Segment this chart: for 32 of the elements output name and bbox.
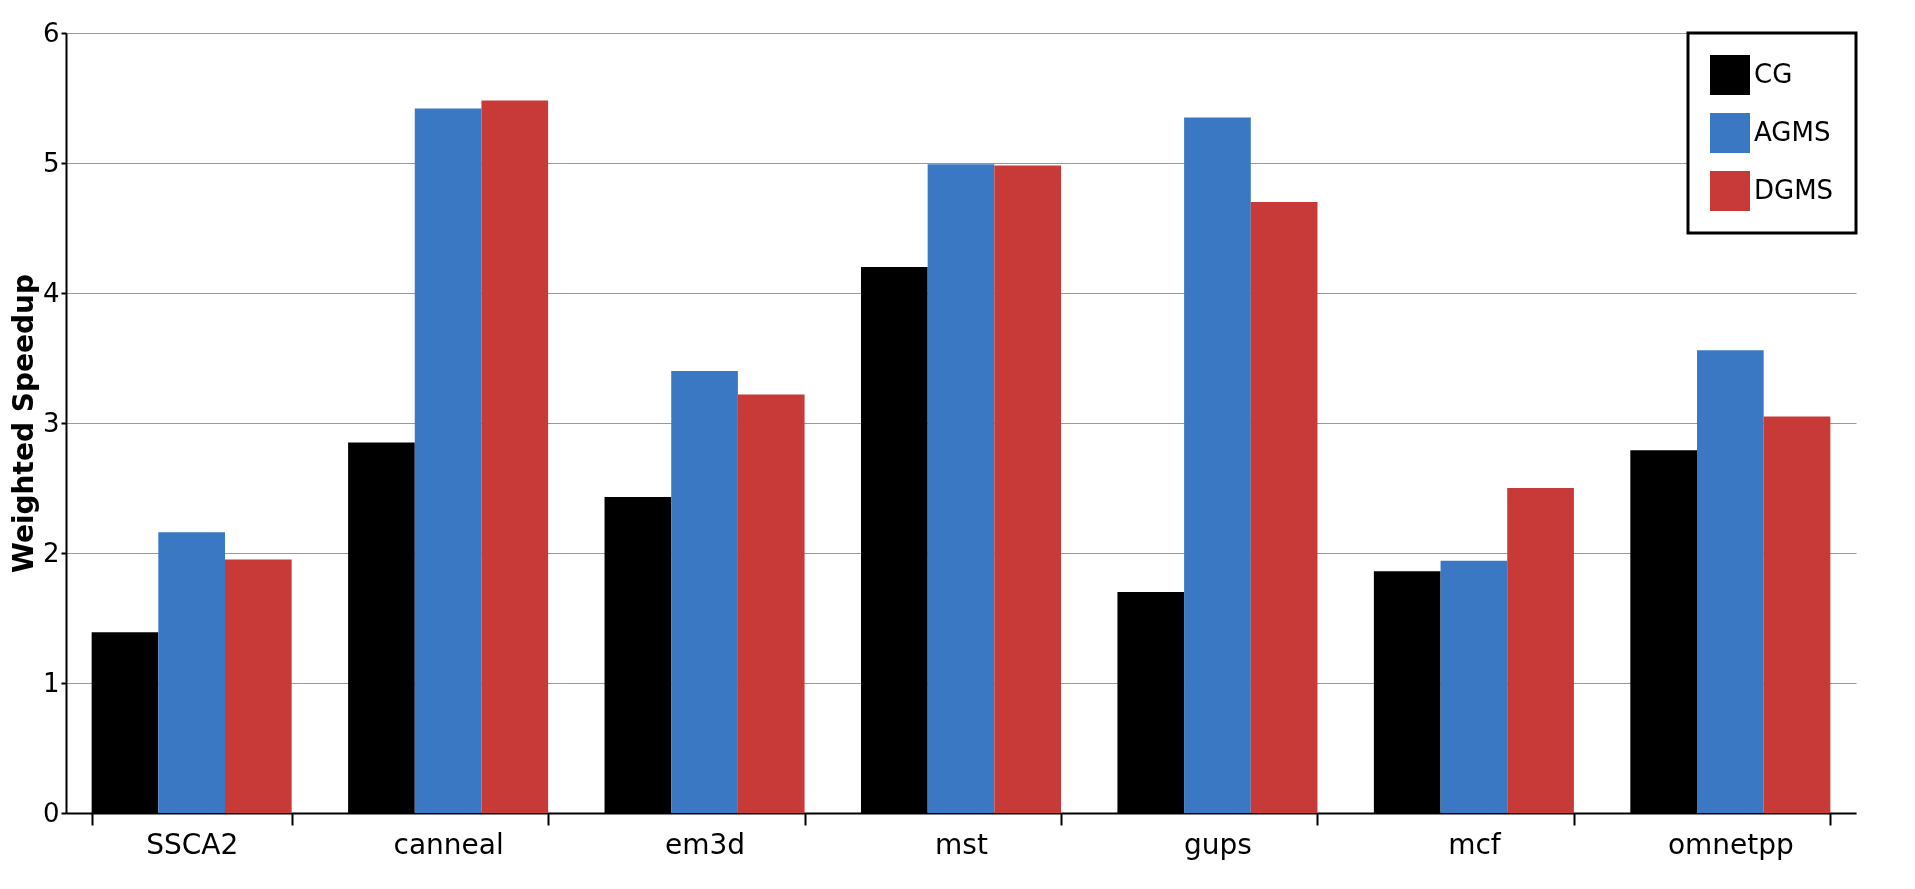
bar <box>1507 488 1574 813</box>
x-tick-label: canneal <box>393 827 504 861</box>
x-tick-label: omnetpp <box>1667 827 1794 861</box>
x-tick-label: em3d <box>665 827 746 861</box>
bar <box>927 164 995 813</box>
x-tick-label: SSCA2 <box>146 827 239 861</box>
bar <box>671 371 738 813</box>
y-tick-label: 5 <box>42 147 60 178</box>
y-tick-label: 1 <box>42 667 60 698</box>
x-tick-label: gups <box>1184 827 1252 861</box>
bar <box>994 165 1062 813</box>
bar <box>1440 560 1508 813</box>
y-tick-label: 0 <box>42 797 60 828</box>
legend-label: CG <box>1754 59 1793 89</box>
bar <box>1697 350 1764 813</box>
bar <box>481 100 549 813</box>
y-tick-label: 6 <box>42 17 60 48</box>
y-tick-label: 2 <box>42 537 60 568</box>
y-tick-label: 3 <box>42 407 60 438</box>
legend-label: DGMS <box>1754 175 1834 205</box>
bar <box>1184 117 1251 813</box>
y-tick-label: 4 <box>42 277 60 308</box>
bar <box>1763 416 1831 813</box>
bar <box>1250 202 1318 813</box>
bar <box>737 394 805 813</box>
bar <box>414 108 482 813</box>
y-axis-title: Weighted Speedup <box>6 274 40 573</box>
legend-label: AGMS <box>1754 117 1831 147</box>
bar <box>225 559 292 813</box>
bar <box>158 532 225 813</box>
x-tick-label: mst <box>935 827 988 861</box>
x-tick-label: mcf <box>1448 827 1502 861</box>
